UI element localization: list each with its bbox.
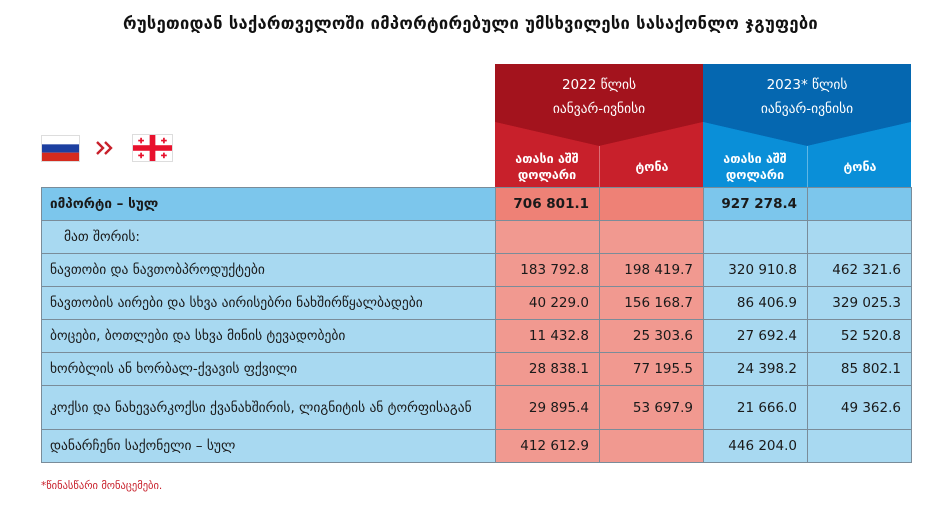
col-2022-usd: ათასი აშშ დოლარი bbox=[515, 150, 579, 182]
year-2023-line1: 2023* წლის bbox=[766, 77, 848, 93]
cell-2023-ton: 329 025.3 bbox=[807, 286, 912, 320]
table-row: კოქსი და ნახევარკოქსი ქვანახშირის, ლიგნი… bbox=[41, 385, 912, 430]
year-2023-line2: იანვარ-ივნისი bbox=[760, 101, 854, 117]
cell-2022-ton: 198 419.7 bbox=[599, 253, 704, 287]
cell-2022-ton bbox=[599, 429, 704, 463]
row-label: ნავთობი და ნავთობპროდუქტები bbox=[41, 253, 496, 287]
double-chevron-right-icon bbox=[96, 141, 113, 155]
cell-2023-ton bbox=[807, 220, 912, 254]
chevron-banner-2022 bbox=[495, 64, 703, 146]
table-row: ხორბლის ან ხორბალ-ქვავის ფქვილი 28 838.1… bbox=[41, 352, 912, 386]
cell-2023-ton: 85 802.1 bbox=[807, 352, 912, 386]
cell-2023-usd bbox=[703, 220, 808, 254]
cell-2022-usd: 40 229.0 bbox=[495, 286, 600, 320]
table-row: დანარჩენი საქონელი – სულ 412 612.9 446 2… bbox=[41, 429, 912, 463]
imports-table: იმპორტი – სულ 706 801.1 927 278.4 მათ შო… bbox=[41, 187, 912, 463]
table-row: ნავთობი და ნავთობპროდუქტები 183 792.8 19… bbox=[41, 253, 912, 287]
cell-2022-ton: 156 168.7 bbox=[599, 286, 704, 320]
cell-2022-usd: 412 612.9 bbox=[495, 429, 600, 463]
chevron-banner-2023 bbox=[703, 64, 911, 146]
row-label: დანარჩენი საქონელი – სულ bbox=[41, 429, 496, 463]
flags-row bbox=[41, 134, 173, 162]
row-label: მათ შორის: bbox=[41, 220, 496, 254]
table-row: იმპორტი – სულ 706 801.1 927 278.4 bbox=[41, 187, 912, 221]
georgia-flag-icon bbox=[132, 134, 173, 162]
table-row: ნავთობის აირები და სხვა აირისებრი ნახშირ… bbox=[41, 286, 912, 320]
cell-2023-usd: 27 692.4 bbox=[703, 319, 808, 353]
header-2023: 2023* წლის იანვარ-ივნისი ათასი აშშ დოლარ… bbox=[703, 64, 911, 187]
cell-2022-ton: 25 303.6 bbox=[599, 319, 704, 353]
col-2023-ton: ტონა bbox=[807, 146, 911, 187]
col-2023-usd: ათასი აშშ დოლარი bbox=[723, 150, 787, 182]
cell-2022-ton: 53 697.9 bbox=[599, 385, 704, 430]
col-2022-ton: ტონა bbox=[599, 146, 703, 187]
cell-2022-usd: 706 801.1 bbox=[495, 187, 600, 221]
cell-2022-ton: 77 195.5 bbox=[599, 352, 704, 386]
cell-2023-ton bbox=[807, 187, 912, 221]
row-label: ნავთობის აირები და სხვა აირისებრი ნახშირ… bbox=[41, 286, 496, 320]
cell-2023-usd: 320 910.8 bbox=[703, 253, 808, 287]
row-label: ხორბლის ან ხორბალ-ქვავის ფქვილი bbox=[41, 352, 496, 386]
cell-2023-usd: 86 406.9 bbox=[703, 286, 808, 320]
cell-2022-usd: 29 895.4 bbox=[495, 385, 600, 430]
cell-2023-usd: 927 278.4 bbox=[703, 187, 808, 221]
cell-2022-usd bbox=[495, 220, 600, 254]
cell-2022-usd: 28 838.1 bbox=[495, 352, 600, 386]
cell-2023-usd: 446 204.0 bbox=[703, 429, 808, 463]
cell-2023-ton bbox=[807, 429, 912, 463]
row-label: ბოცები, ბოთლები და სხვა მინის ტევადობები bbox=[41, 319, 496, 353]
row-label: იმპორტი – სულ bbox=[41, 187, 496, 221]
year-2022-line1: 2022 წლის bbox=[561, 77, 637, 93]
page-title: რუსეთიდან საქართველოში იმპორტირებული უმს… bbox=[122, 14, 819, 33]
cell-2022-usd: 183 792.8 bbox=[495, 253, 600, 287]
russia-flag-icon bbox=[41, 134, 80, 162]
row-label: კოქსი და ნახევარკოქსი ქვანახშირის, ლიგნი… bbox=[41, 385, 496, 430]
cell-2023-ton: 462 321.6 bbox=[807, 253, 912, 287]
table-row: მათ შორის: bbox=[41, 220, 912, 254]
cell-2023-usd: 24 398.2 bbox=[703, 352, 808, 386]
year-2022-line2: იანვარ-ივნისი bbox=[552, 101, 646, 117]
cell-2023-ton: 52 520.8 bbox=[807, 319, 912, 353]
cell-2022-ton bbox=[599, 187, 704, 221]
header-2022: 2022 წლის იანვარ-ივნისი ათასი აშშ დოლარი… bbox=[495, 64, 703, 187]
footnote: *წინასწარი მონაცემები. bbox=[41, 480, 163, 492]
cell-2023-usd: 21 666.0 bbox=[703, 385, 808, 430]
cell-2022-usd: 11 432.8 bbox=[495, 319, 600, 353]
table-row: ბოცები, ბოთლები და სხვა მინის ტევადობები… bbox=[41, 319, 912, 353]
cell-2022-ton bbox=[599, 220, 704, 254]
cell-2023-ton: 49 362.6 bbox=[807, 385, 912, 430]
